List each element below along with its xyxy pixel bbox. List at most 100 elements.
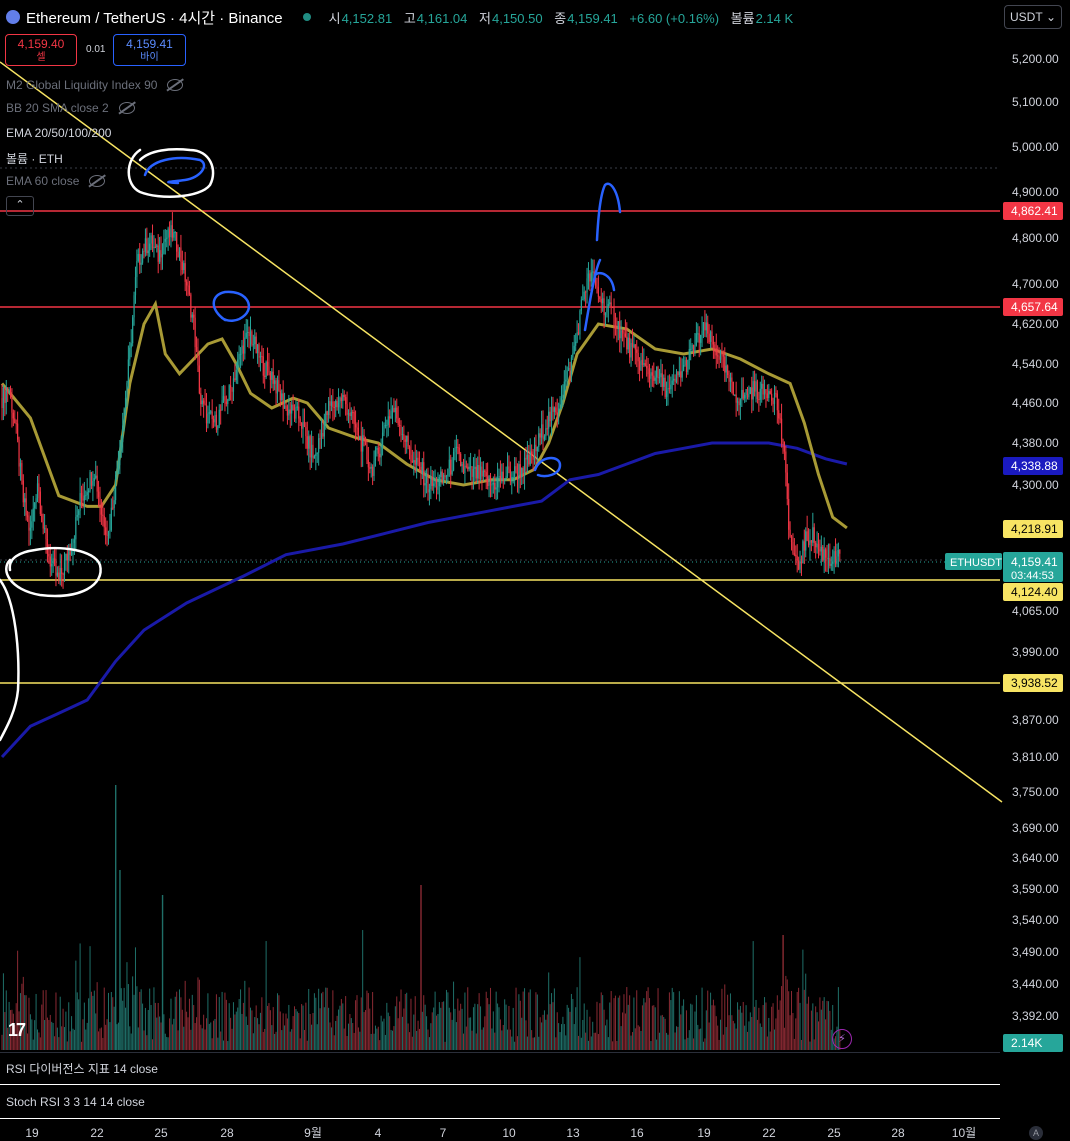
candle-body [489, 475, 492, 485]
volume-bar [68, 1002, 70, 1050]
indicator-volume[interactable]: 볼륨 · ETH [6, 152, 63, 166]
lightning-icon[interactable]: ⚡ [832, 1029, 852, 1049]
candle-body [333, 407, 335, 409]
volume-bar [781, 986, 783, 1050]
volume-bar [759, 1023, 761, 1050]
volume-bar [778, 1009, 780, 1050]
indicator-ema[interactable]: EMA 20/50/100/200 [6, 126, 112, 140]
candle-body [161, 253, 164, 258]
volume-bar [244, 980, 246, 1050]
volume-bar [61, 1026, 63, 1050]
candle-body [536, 447, 538, 452]
candle-body [291, 404, 293, 414]
volume-bar [200, 1024, 202, 1050]
auto-scale-button[interactable]: A [1029, 1126, 1043, 1140]
volume-bar [498, 1007, 500, 1050]
volume-bar [668, 992, 670, 1050]
volume-bar [711, 1005, 713, 1050]
volume-bar [542, 1014, 544, 1050]
candle-body [477, 464, 479, 479]
volume-bar [685, 1010, 687, 1050]
candle-body [56, 572, 58, 576]
candle-body [146, 238, 148, 254]
candle-body [614, 325, 617, 328]
volume-bar [631, 1032, 633, 1050]
candle-body [589, 273, 591, 282]
volume-spike [782, 935, 784, 1050]
candle-body [28, 517, 30, 531]
candle-body [668, 387, 670, 390]
eye-off-icon[interactable] [118, 102, 135, 114]
volume-bar [714, 1005, 716, 1050]
volume-bar [213, 1020, 215, 1050]
candle-body [634, 344, 636, 350]
volume-bar [325, 987, 327, 1050]
candle-body [139, 254, 141, 265]
price-tag-text: 4,338.88 [1011, 459, 1058, 473]
volume-bar [481, 1029, 483, 1050]
buy-button[interactable]: 4,159.41 바이 [113, 34, 186, 66]
candle-body [14, 418, 16, 424]
candle-body [769, 391, 771, 394]
volume-bar [355, 1000, 357, 1050]
eye-off-icon[interactable] [167, 79, 184, 91]
indicator-m2[interactable]: M2 Global Liquidity Index 90 [6, 78, 184, 92]
candle-body [149, 243, 151, 251]
candle-body [678, 371, 680, 376]
volume-bar [433, 1007, 435, 1050]
candle-body [495, 487, 497, 490]
indicator-ema60[interactable]: EMA 60 close [6, 174, 106, 188]
volume-bar [73, 1029, 75, 1050]
volume-bar [809, 1041, 811, 1050]
sell-button[interactable]: 4,159.40 셀 [5, 34, 77, 66]
volume-bar [367, 993, 369, 1050]
volume-bar [19, 993, 21, 1050]
volume-bar [228, 1003, 230, 1050]
candle-body [512, 476, 514, 478]
time-tick: 16 [630, 1126, 644, 1140]
candle-body [452, 451, 455, 471]
volume-bar [363, 1012, 365, 1050]
candle-body [830, 563, 832, 566]
volume-bar [545, 1019, 547, 1050]
candle-body [170, 225, 172, 238]
candle-body [238, 354, 240, 360]
indicator-bb[interactable]: BB 20 SMA close 2 [6, 101, 135, 115]
currency-select[interactable]: USDT ⌄ [1004, 5, 1062, 29]
stoch-pane[interactable]: Stoch RSI 3 3 14 14 close [0, 1086, 1000, 1119]
symbol-title[interactable]: Ethereum / TetherUS · 4시간 · Binance [26, 9, 283, 27]
volume-bar [667, 1034, 669, 1050]
volume-bar [619, 995, 621, 1050]
volume-bar [526, 1036, 528, 1050]
volume-bar [44, 1020, 46, 1050]
candle-body [812, 527, 814, 543]
volume-bar [674, 1032, 676, 1050]
volume-bar [559, 1032, 561, 1050]
candle-body [367, 459, 369, 468]
candle-body [218, 409, 220, 426]
volume-bar [88, 998, 90, 1050]
candle-body [504, 478, 506, 480]
collapse-indicators-button[interactable]: ⌃ [6, 196, 34, 216]
volume-bar [610, 991, 612, 1050]
candle-body [712, 341, 715, 345]
rsi-pane[interactable]: RSI 다이버전스 지표 14 close [0, 1052, 1000, 1085]
candle-body [727, 365, 729, 375]
candle-body [793, 553, 795, 555]
volume-bar [362, 930, 364, 1050]
candle-body [565, 379, 567, 382]
candle-body [38, 483, 40, 492]
volume-bar [204, 1029, 206, 1050]
candle-body [102, 514, 104, 516]
candle-body [335, 400, 337, 408]
volume-bar [194, 1023, 196, 1050]
eye-off-icon[interactable] [89, 175, 106, 187]
volume-bar [66, 1041, 68, 1050]
volume-bar [793, 1038, 795, 1050]
candle-body [417, 457, 419, 463]
volume-bar [160, 1022, 162, 1050]
volume-bar [769, 1031, 771, 1050]
candle-body [105, 527, 107, 535]
volume-bar [576, 987, 578, 1050]
